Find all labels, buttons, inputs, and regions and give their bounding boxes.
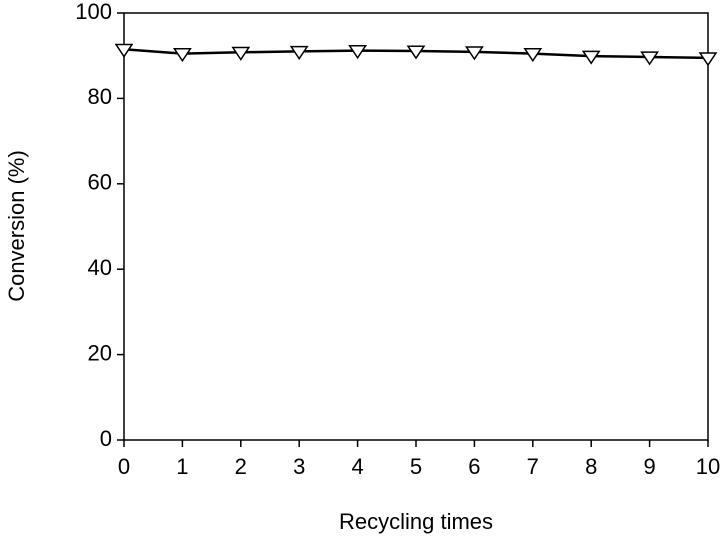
x-tick-label: 0 [118,454,130,479]
y-tick-label: 40 [88,255,112,280]
x-tick-label: 7 [527,454,539,479]
x-tick-label: 4 [351,454,363,479]
x-tick-label: 3 [293,454,305,479]
y-tick-label: 0 [100,426,112,451]
x-tick-label: 2 [235,454,247,479]
x-tick-label: 8 [585,454,597,479]
marker [523,48,543,63]
x-tick-label: 10 [696,454,720,479]
marker [640,51,660,66]
x-tick-label: 5 [410,454,422,479]
x-tick-label: 9 [643,454,655,479]
y-tick-label: 60 [88,170,112,195]
y-tick-label: 100 [75,0,112,24]
x-tick-label: 6 [468,454,480,479]
marker [698,52,718,67]
marker [114,43,134,58]
y-tick-label: 20 [88,340,112,365]
marker [406,45,426,60]
marker [348,45,368,60]
marker [172,48,192,63]
y-axis-label: Conversion (%) [4,150,29,302]
x-axis-label: Recycling times [339,509,493,534]
marker [231,46,251,61]
marker [289,45,309,60]
marker [581,50,601,65]
x-tick-label: 1 [176,454,188,479]
y-tick-label: 80 [88,84,112,109]
plot-frame [123,12,709,441]
marker [464,46,484,61]
